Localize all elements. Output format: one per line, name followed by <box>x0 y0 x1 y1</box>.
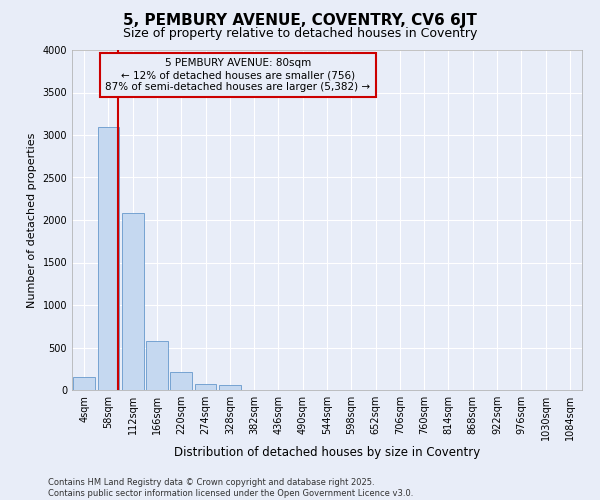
Bar <box>97 126 119 390</box>
Bar <box>170 372 192 390</box>
Text: Contains HM Land Registry data © Crown copyright and database right 2025.
Contai: Contains HM Land Registry data © Crown c… <box>48 478 413 498</box>
Bar <box>146 340 168 390</box>
Text: Size of property relative to detached houses in Coventry: Size of property relative to detached ho… <box>123 28 477 40</box>
Bar <box>194 384 217 390</box>
Bar <box>219 386 241 390</box>
Bar <box>73 378 95 390</box>
Text: 5 PEMBURY AVENUE: 80sqm
← 12% of detached houses are smaller (756)
87% of semi-d: 5 PEMBURY AVENUE: 80sqm ← 12% of detache… <box>105 58 370 92</box>
Y-axis label: Number of detached properties: Number of detached properties <box>27 132 37 308</box>
Text: 5, PEMBURY AVENUE, COVENTRY, CV6 6JT: 5, PEMBURY AVENUE, COVENTRY, CV6 6JT <box>123 12 477 28</box>
Bar <box>122 213 143 390</box>
X-axis label: Distribution of detached houses by size in Coventry: Distribution of detached houses by size … <box>174 446 480 458</box>
